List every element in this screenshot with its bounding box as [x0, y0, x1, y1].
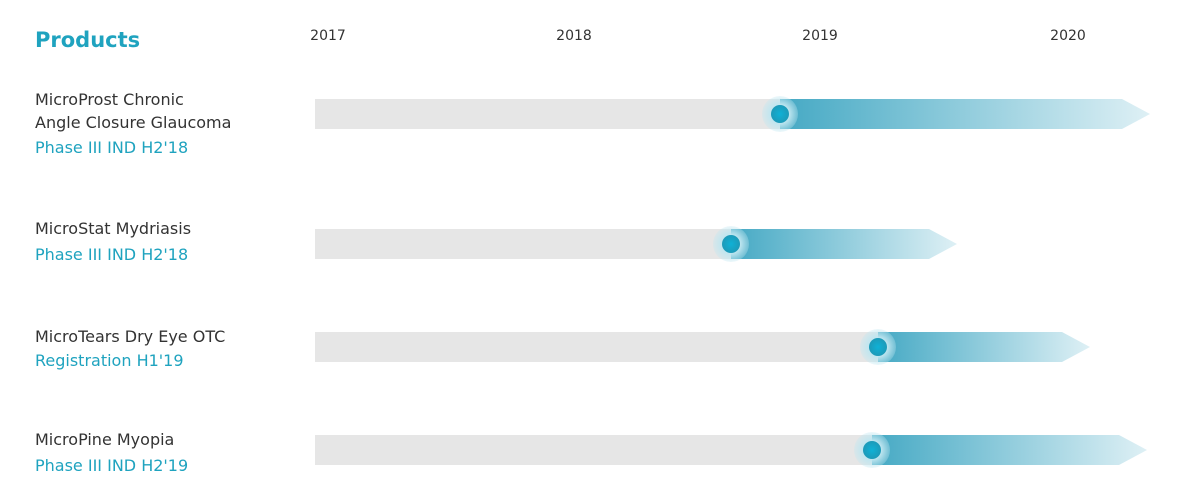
product-phase: Phase III IND H2'18 [35, 245, 189, 264]
bar-row [315, 432, 1147, 468]
product-name: MicroTears Dry Eye OTC [35, 327, 226, 346]
bar-row [315, 329, 1090, 365]
product-phase: Phase III IND H2'19 [35, 456, 189, 475]
product-phase: Registration H1'19 [35, 351, 184, 370]
product-name: MicroProst Chronic [35, 90, 184, 109]
year-label: 2019 [802, 28, 838, 44]
bar-row [315, 226, 957, 262]
title: Products [35, 28, 141, 52]
year-label: 2017 [310, 28, 346, 44]
product-name: MicroStat Mydriasis [35, 219, 192, 238]
product-name: MicroPine Myopia [35, 430, 175, 449]
product-phase: Phase III IND H2'18 [35, 138, 189, 157]
year-label: 2020 [1050, 28, 1086, 44]
year-label: 2018 [556, 28, 592, 44]
product-name: Angle Closure Glaucoma [35, 113, 232, 132]
bar-row [315, 96, 1150, 132]
